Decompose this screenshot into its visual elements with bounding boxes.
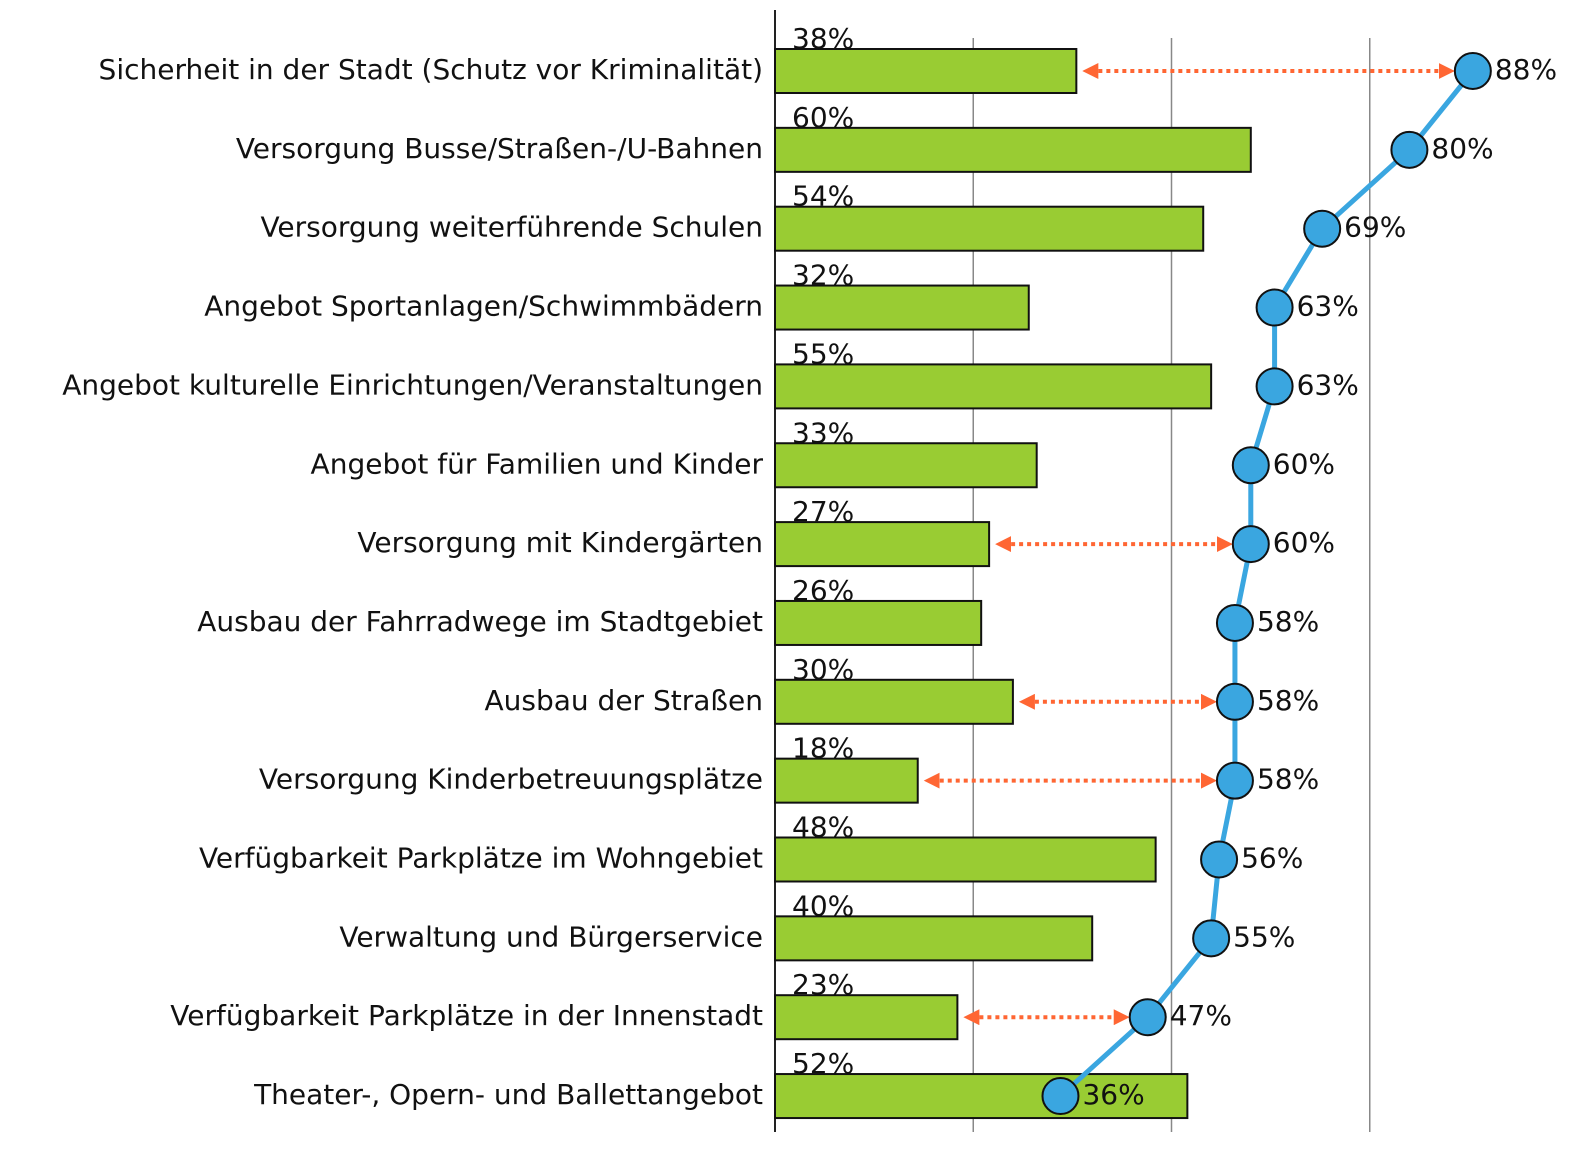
bar <box>774 205 1205 252</box>
category-label: Angebot für Familien und Kinder <box>311 447 764 480</box>
bar-value-label: 33% <box>792 416 854 449</box>
line-value-label: 69% <box>1344 211 1406 244</box>
category-label: Angebot kulturelle Einrichtungen/Veranst… <box>62 368 763 401</box>
line-point <box>1231 446 1270 485</box>
bar-value-label: 18% <box>792 732 854 765</box>
bar-value-label: 30% <box>792 653 854 686</box>
bar-value-label: 26% <box>792 574 854 607</box>
line-point <box>1255 288 1294 327</box>
category-label: Versorgung Kinderbetreuungsplätze <box>259 763 763 796</box>
category-label: Versorgung Busse/Straßen-/U-Bahnen <box>236 132 763 165</box>
line-value-label: 36% <box>1082 1078 1144 1111</box>
bar-value-label: 54% <box>792 180 854 213</box>
line-value-label: 58% <box>1257 763 1319 796</box>
bar <box>774 915 1094 962</box>
category-label: Angebot Sportanlagen/Schwimmbädern <box>204 290 763 323</box>
bar-value-label: 27% <box>792 495 854 528</box>
bar <box>774 994 959 1041</box>
line-point <box>1215 761 1254 800</box>
line-point <box>1041 1077 1080 1116</box>
bar-value-label: 60% <box>792 101 854 134</box>
category-label: Sicherheit in der Stadt (Schutz vor Krim… <box>99 53 763 86</box>
line-value-label: 56% <box>1241 842 1303 875</box>
line-point <box>1453 52 1492 90</box>
bar-value-label: 23% <box>792 968 854 1001</box>
line-value-label: 63% <box>1297 290 1359 323</box>
bar <box>774 363 1213 410</box>
bar <box>774 521 991 568</box>
category-label: Versorgung weiterführende Schulen <box>260 211 763 244</box>
bar <box>774 678 1014 725</box>
line-value-label: 58% <box>1257 684 1319 717</box>
line-value-label: 88% <box>1495 53 1557 86</box>
category-label: Versorgung mit Kindergärten <box>357 526 763 559</box>
line-value-label: 55% <box>1233 920 1295 953</box>
line-value-label: 58% <box>1257 605 1319 638</box>
bar <box>774 757 919 804</box>
line-point <box>1215 682 1254 721</box>
category-label: Verwaltung und Bürgerservice <box>339 920 763 953</box>
line-point <box>1215 603 1254 642</box>
line-point <box>1200 840 1239 879</box>
bar <box>774 126 1252 173</box>
line-point <box>1303 209 1342 248</box>
bar <box>774 442 1038 489</box>
bar-value-label: 52% <box>792 1047 854 1080</box>
bar <box>774 836 1157 883</box>
line-value-label: 60% <box>1273 526 1335 559</box>
bar <box>774 1073 1189 1120</box>
line-point <box>1231 525 1270 564</box>
bar <box>774 48 1078 94</box>
line-value-label: 80% <box>1431 132 1493 165</box>
bar-value-label: 40% <box>792 889 854 922</box>
bar <box>774 599 983 646</box>
bar <box>774 284 1030 331</box>
line-point <box>1255 367 1294 406</box>
category-label: Theater-, Opern- und Ballettangebot <box>253 1078 763 1111</box>
line-point <box>1128 998 1167 1037</box>
bar-value-label: 38% <box>792 22 854 55</box>
bar-value-label: 55% <box>792 337 854 370</box>
category-label: Verfügbarkeit Parkplätze im Wohngebiet <box>199 842 763 875</box>
line-point <box>1192 919 1231 958</box>
category-label: Ausbau der Straßen <box>484 684 763 717</box>
category-label: Ausbau der Fahrradwege im Stadtgebiet <box>197 605 763 638</box>
category-label: Verfügbarkeit Parkplätze in der Innensta… <box>170 999 763 1032</box>
line-value-label: 60% <box>1273 447 1335 480</box>
line-point <box>1390 130 1429 169</box>
line-value-label: 63% <box>1297 368 1359 401</box>
bar-value-label: 48% <box>792 811 854 844</box>
bar-value-label: 32% <box>792 259 854 292</box>
line-value-label: 47% <box>1170 999 1232 1032</box>
